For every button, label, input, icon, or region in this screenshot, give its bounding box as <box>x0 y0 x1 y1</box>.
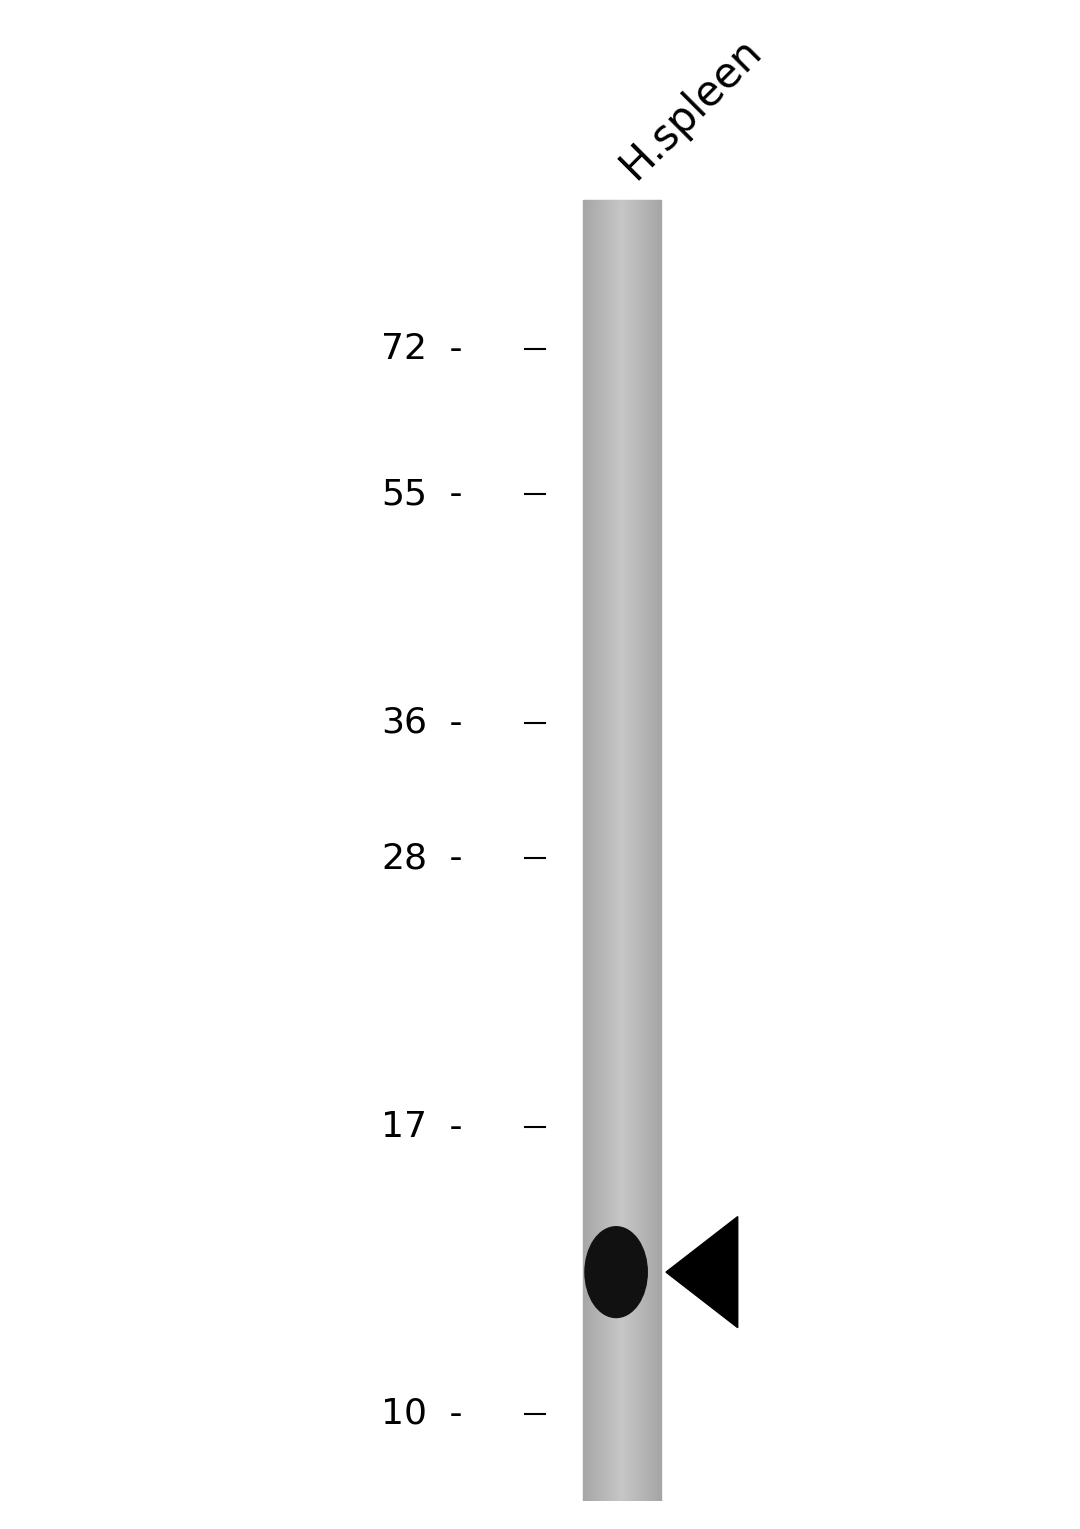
Text: H.spleen: H.spleen <box>611 29 769 187</box>
Text: -: - <box>437 1396 462 1431</box>
Text: -: - <box>437 1110 462 1145</box>
Text: -: - <box>437 841 462 876</box>
Text: -: - <box>437 477 462 511</box>
Text: 28: 28 <box>381 841 428 876</box>
Text: 10: 10 <box>381 1396 428 1431</box>
Polygon shape <box>666 1217 738 1327</box>
Ellipse shape <box>585 1226 647 1318</box>
Text: 36: 36 <box>381 706 428 740</box>
Text: -: - <box>437 706 462 740</box>
Text: 17: 17 <box>381 1110 428 1145</box>
Text: -: - <box>437 332 462 365</box>
Text: 55: 55 <box>381 477 428 511</box>
Text: 72: 72 <box>381 332 428 365</box>
